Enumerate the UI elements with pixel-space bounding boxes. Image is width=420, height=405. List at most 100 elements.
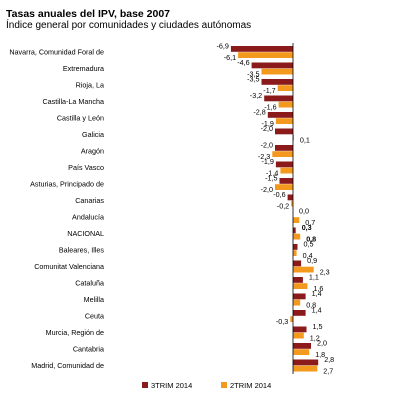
bar-3trim-2014 xyxy=(230,46,293,52)
bar-2trim-2014 xyxy=(238,52,293,58)
bar-2trim-2014 xyxy=(293,332,304,339)
chart-subtitle: Índice general por comunidades y ciudade… xyxy=(6,20,252,31)
category-label: Navarra, Comunidad Foral de xyxy=(9,48,104,57)
value-label-3trim-2014: -0,6 xyxy=(273,190,285,199)
category-label: País Vasco xyxy=(68,163,104,172)
bar-3trim-2014 xyxy=(267,112,293,118)
bar-3trim-2014 xyxy=(293,277,303,283)
bar-2trim-2014 xyxy=(293,266,314,273)
bar-2trim-2014 xyxy=(277,85,293,91)
value-label-2trim-2014: -1,6 xyxy=(264,102,276,111)
value-label-3trim-2014: 1,5 xyxy=(313,322,323,331)
bar-2trim-2014 xyxy=(290,316,293,322)
bar-3trim-2014 xyxy=(275,161,293,168)
value-label-3trim-2014: -3,2 xyxy=(250,91,262,100)
value-label-2trim-2014: -0,3 xyxy=(276,317,288,326)
value-label-3trim-2014: 0,3 xyxy=(302,223,312,232)
legend-label-2trim-2014: 2TRIM 2014 xyxy=(230,381,271,390)
bar-2trim-2014 xyxy=(293,349,310,355)
category-label: NACIONAL xyxy=(67,229,104,238)
value-label-3trim-2014: -3,5 xyxy=(247,75,259,84)
value-label-2trim-2014: 2,3 xyxy=(320,267,330,276)
bar-3trim-2014 xyxy=(293,244,298,250)
legend-swatch-3trim-2014 xyxy=(142,382,148,388)
category-label: Baleares, Illes xyxy=(59,246,105,255)
value-label-2trim-2014: -1,7 xyxy=(263,86,275,95)
value-label-3trim-2014: -1,5 xyxy=(265,174,277,183)
category-label: Asturias, Principado de xyxy=(30,180,104,189)
bar-2trim-2014 xyxy=(293,217,300,223)
category-label: Comunitat Valenciana xyxy=(34,262,104,271)
value-label-3trim-2014: -4,6 xyxy=(237,58,249,67)
value-label-3trim-2014: -2,0 xyxy=(261,124,273,133)
value-label-2trim-2014: 0,1 xyxy=(300,135,310,144)
value-label-3trim-2014: -6,9 xyxy=(217,42,229,51)
value-label-3trim-2014: 1,4 xyxy=(312,306,322,315)
value-label-3trim-2014: 1,1 xyxy=(309,273,319,282)
bar-3trim-2014 xyxy=(293,343,311,349)
bar-2trim-2014 xyxy=(293,233,301,240)
bar-2trim-2014 xyxy=(275,184,293,190)
bar-3trim-2014 xyxy=(287,194,293,201)
category-label: Madrid, Comunidad de xyxy=(31,361,104,370)
value-label-2trim-2014: 1,2 xyxy=(310,333,320,342)
category-label: Cantabria xyxy=(73,345,104,354)
value-label-2trim-2014: 1,8 xyxy=(315,350,325,359)
bar-2trim-2014 xyxy=(293,299,301,306)
bar-2trim-2014 xyxy=(261,68,293,75)
category-label: Rioja, La xyxy=(76,81,104,90)
chart-title: Tasas anuales del IPV, base 2007 xyxy=(6,8,171,20)
legend-label-3trim-2014: 3TRIM 2014 xyxy=(151,381,192,390)
category-label: Melilla xyxy=(84,295,104,304)
bar-2trim-2014 xyxy=(278,101,293,108)
bar-2trim-2014 xyxy=(275,118,293,124)
value-label-3trim-2014: -1,9 xyxy=(262,157,274,166)
value-label-2trim-2014: -6,1 xyxy=(224,53,236,62)
value-label-3trim-2014: 2,0 xyxy=(317,339,327,348)
value-label-2trim-2014: 0,7 xyxy=(305,218,315,227)
value-label-3trim-2014: 1,4 xyxy=(312,289,322,298)
bar-2trim-2014 xyxy=(293,134,294,141)
bar-2trim-2014 xyxy=(293,365,318,372)
category-label: Cataluña xyxy=(75,279,104,288)
value-label-2trim-2014: -2,0 xyxy=(261,185,273,194)
bar-3trim-2014 xyxy=(261,79,293,85)
value-label-2trim-2014: 1,6 xyxy=(313,284,323,293)
category-label: Aragón xyxy=(81,147,104,156)
category-label: Ceuta xyxy=(85,312,104,321)
category-label: Galicia xyxy=(82,130,104,139)
bar-3trim-2014 xyxy=(251,62,293,69)
bar-2trim-2014 xyxy=(280,167,293,174)
bar-3trim-2014 xyxy=(275,128,293,135)
bar-3trim-2014 xyxy=(293,310,306,316)
value-label-3trim-2014: 0,9 xyxy=(307,256,317,265)
category-label: Canarias xyxy=(75,196,104,205)
value-label-3trim-2014: 0,5 xyxy=(304,240,314,249)
value-label-2trim-2014: -3,5 xyxy=(247,69,259,78)
bar-3trim-2014 xyxy=(264,95,293,102)
bar-3trim-2014 xyxy=(279,178,293,184)
bar-3trim-2014 xyxy=(293,260,302,267)
value-label-2trim-2014: 0,8 xyxy=(306,234,316,243)
legend-swatch-2trim-2014 xyxy=(221,382,227,388)
bar-3trim-2014 xyxy=(293,227,296,234)
bar-3trim-2014 xyxy=(275,145,293,151)
value-label-3trim-2014: -2,0 xyxy=(261,141,273,150)
category-label: Castilla-La Mancha xyxy=(42,97,104,106)
value-label-2trim-2014: 0,8 xyxy=(306,300,316,309)
value-label-2trim-2014: -2,3 xyxy=(258,152,270,161)
bar-3trim-2014 xyxy=(293,293,306,300)
category-label: Murcia, Región de xyxy=(46,328,104,337)
bar-2trim-2014 xyxy=(293,283,308,289)
bar-3trim-2014 xyxy=(293,359,319,366)
category-label: Andalucía xyxy=(72,213,104,222)
value-label-3trim-2014: -2,8 xyxy=(253,108,265,117)
category-label: Castilla y León xyxy=(57,114,104,123)
category-label: Extremadura xyxy=(63,64,104,73)
value-label-3trim-2014: 0,0 xyxy=(299,207,309,216)
bar-2trim-2014 xyxy=(293,250,297,256)
value-label-2trim-2014: 2,7 xyxy=(323,366,333,375)
value-label-3trim-2014: 2,8 xyxy=(324,355,334,364)
value-label-2trim-2014: -1,4 xyxy=(266,168,278,177)
